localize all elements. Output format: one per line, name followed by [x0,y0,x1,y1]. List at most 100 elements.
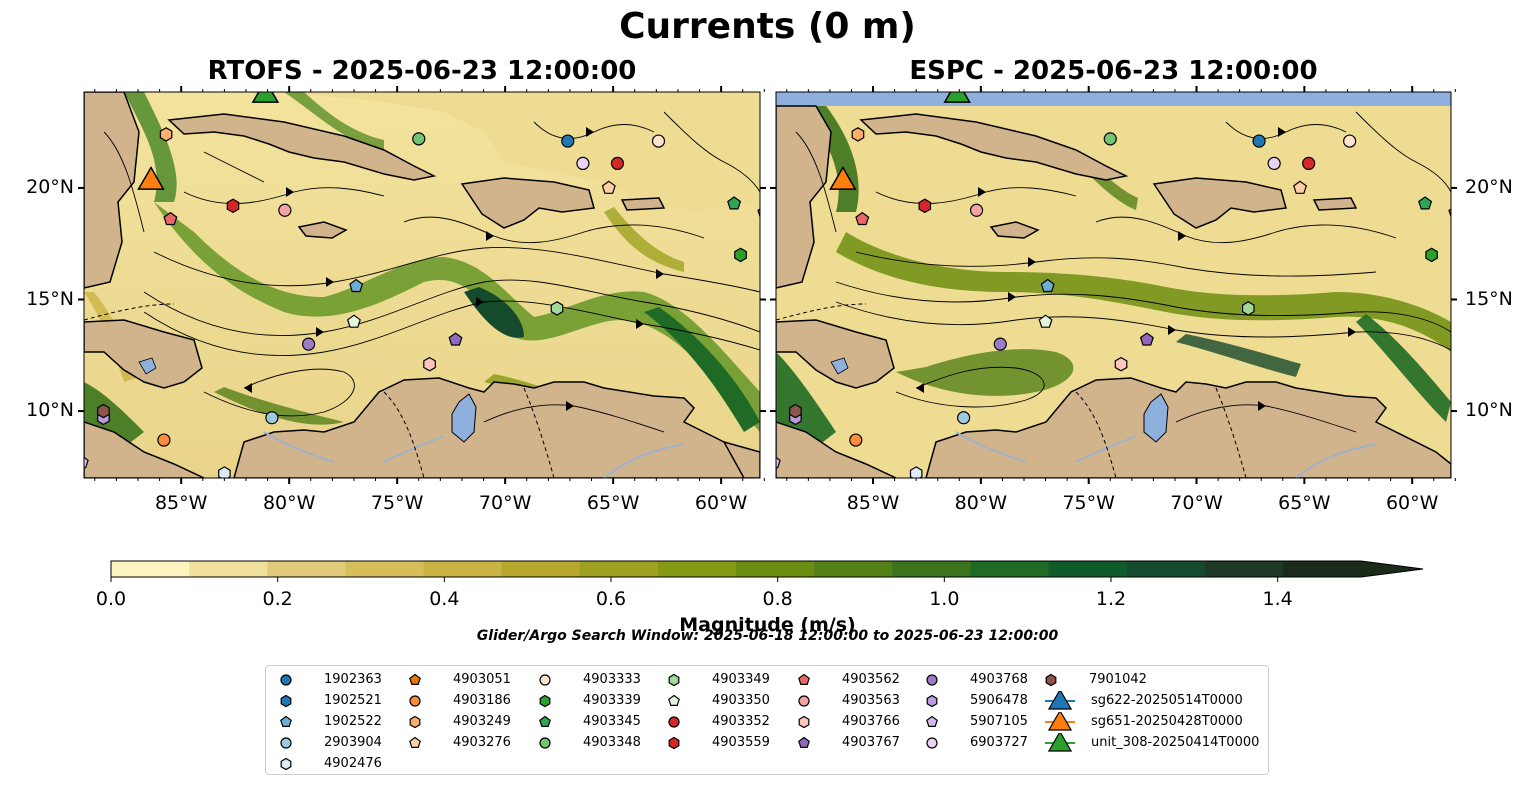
legend-item: 5906478 [924,691,1049,711]
lon-tick-label: 80°W [262,492,316,514]
legend-label: 4903051 [453,672,511,687]
float-marker-4903186 [157,433,171,447]
colorbar-segment [1204,561,1284,577]
colorbar-tick-label: 1.4 [1262,588,1293,610]
legend-label: 7901042 [1089,672,1147,687]
float-marker-4903766 [423,356,436,372]
legend-label: 4903186 [453,693,511,708]
lat-tick-label: 10°N [26,399,74,422]
colorbar-segment [189,561,268,577]
legend-label: 4903350 [712,693,770,708]
legend-marker-icon [798,736,810,748]
legend-item: 1902521 [278,691,403,711]
float-marker-4903249 [851,127,865,142]
legend-label: 4903562 [842,672,900,687]
colorbar-segment [970,561,1050,577]
colorbar-segment [1048,561,1128,577]
legend-marker-icon [280,674,292,686]
colorbar-tick-label: 1.2 [1095,588,1127,610]
colorbar-segment [1282,561,1362,577]
legend-marker-icon [539,674,551,686]
lon-tick-label: 80°W [954,492,1008,514]
colorbar-segment [345,561,425,577]
legend-label: 2903904 [324,735,382,750]
legend-item: 4903333 [537,670,662,690]
lon-tick-label: 60°W [1385,492,1439,514]
colorbar-tick-label: 0.0 [95,588,127,610]
legend-label: sg651-20250428T0000 [1091,714,1243,729]
legend-marker-icon [1045,691,1075,710]
legend-marker-icon [798,695,810,707]
map-panel-espc [776,92,1451,478]
float-marker-4903766 [1114,356,1128,372]
legend-label: 5906478 [970,693,1028,708]
legend: 1902363 1902521 1902522 2903904 4902476 49030… [265,665,1269,775]
float-marker-4903559 [918,198,932,214]
legend-label: 4903276 [453,735,511,750]
legend-marker-icon [539,737,551,749]
panel-title-espc: ESPC - 2025-06-23 12:00:00 [909,56,1318,86]
legend-label: 4903563 [842,693,900,708]
colorbar-segment [267,561,346,577]
legend-marker-icon [280,715,292,727]
legend-marker-icon [668,673,680,687]
float-marker-4903339 [1425,247,1438,263]
float-marker-4903348 [1103,132,1117,146]
legend-marker-icon [926,715,938,727]
legend-label: sg622-20250514T0000 [1091,693,1243,708]
legend-item: 1902363 [278,670,403,690]
colorbar-segment [1126,561,1206,577]
colorbar-segment [892,561,971,577]
float-marker-7901042 [789,403,802,419]
legend-item: sg622-20250514T0000 [1043,691,1263,711]
map-panel-rtofs [84,92,760,478]
legend-item: 4903051 [407,670,532,690]
float-marker-2903904 [957,411,971,425]
legend-item: 5907105 [924,712,1049,732]
legend-marker-icon [539,715,551,727]
float-marker-4903563 [969,203,984,217]
legend-item: 4902476 [278,754,403,774]
legend-label: 4903333 [583,672,641,687]
float-marker-4903352 [1302,156,1316,170]
legend-item: 6903727 [924,733,1049,753]
float-marker-1902363 [561,134,575,148]
legend-marker-icon [409,673,421,685]
legend-marker-icon [539,694,551,708]
colorbar-tick-label: 0.8 [762,588,793,610]
legend-label: 6903727 [970,735,1028,750]
legend-marker-icon [280,757,292,771]
colorbar-tick-label: 0.2 [262,588,293,610]
legend-item: 4903768 [924,670,1049,690]
legend-label: 4903559 [712,735,770,750]
legend-marker-icon [668,694,680,706]
legend-item: 4903349 [666,670,791,690]
legend-item: 4903350 [666,691,791,711]
float-marker-2903904 [265,411,279,425]
float-marker-4903339 [734,247,747,263]
float-marker-4903349 [1242,301,1255,316]
legend-label: 5907105 [970,714,1028,729]
float-marker-4902476 [218,466,231,478]
float-marker-4903333 [1343,134,1357,148]
colorbar-outline [110,560,1424,578]
legend-label: 1902522 [324,714,382,729]
float-marker-1902363 [1252,134,1266,148]
lon-tick-label: 85°W [846,492,900,514]
legend-marker-icon [409,736,421,748]
legend-label: 4903767 [842,735,900,750]
legend-marker-icon [409,695,421,707]
legend-marker-icon [926,674,938,686]
lon-tick-label: 85°W [154,492,208,514]
float-marker-6903727 [576,156,590,170]
float-marker-4903768 [993,337,1007,351]
legend-marker-icon [668,736,680,750]
legend-marker-icon [1045,712,1075,731]
legend-item: 4903563 [796,691,921,711]
legend-marker-icon [926,694,938,708]
lat-tick-label: 15°N [26,287,74,310]
legend-label: 4903768 [970,672,1028,687]
legend-item: 4903276 [407,733,532,753]
lon-tick-label: 75°W [370,492,424,514]
colorbar-label: Magnitude (m/s) [679,614,856,636]
